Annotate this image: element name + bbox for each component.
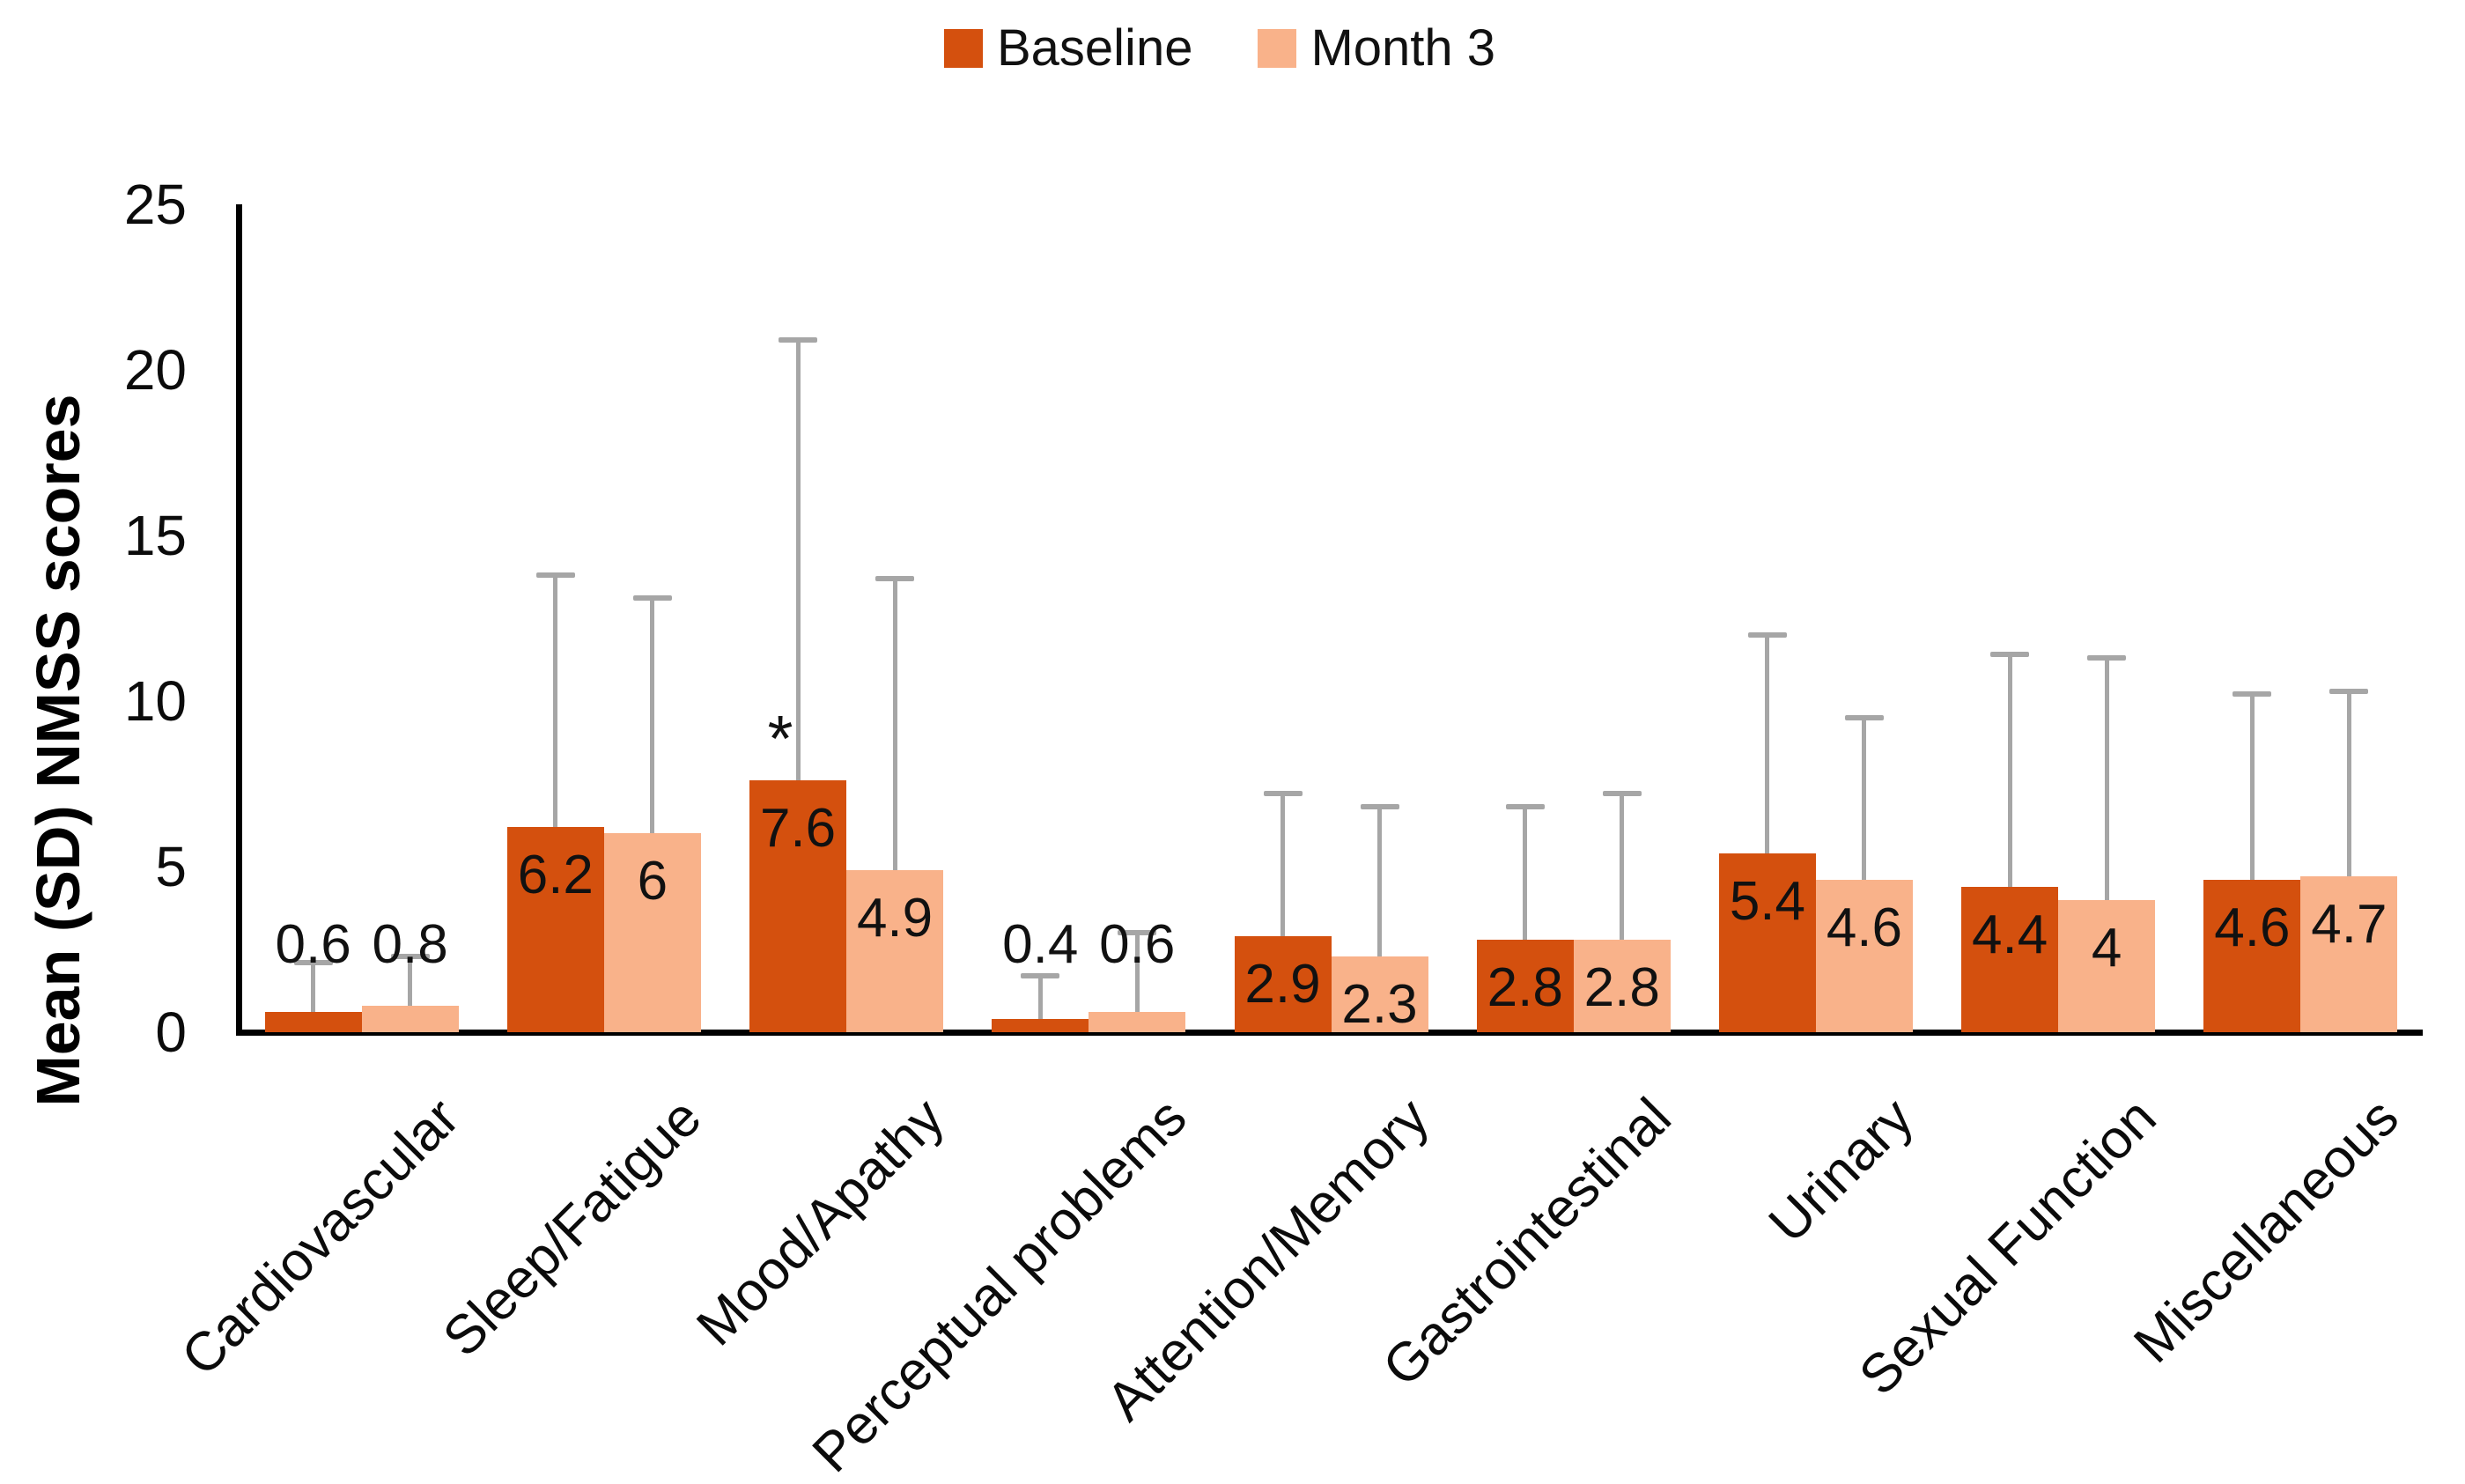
error-bar-cap xyxy=(1021,973,1060,979)
error-bar xyxy=(892,578,897,870)
error-bar xyxy=(1377,807,1382,956)
y-axis-title: Mean (SD) NMSS scores xyxy=(24,394,92,1107)
error-bar-cap xyxy=(875,575,915,581)
bar xyxy=(1331,956,1428,1032)
legend-label-baseline: Baseline xyxy=(996,19,1193,77)
value-label: 0.4 xyxy=(1002,914,1079,975)
error-bar-cap xyxy=(1263,791,1303,797)
y-tick-label: 10 xyxy=(123,669,187,733)
legend: Baseline Month 3 xyxy=(0,23,2439,74)
bar xyxy=(1234,935,1332,1032)
category-label: Miscellaneous xyxy=(2122,1087,2410,1375)
error-bar xyxy=(1620,794,1625,940)
value-label: 2.3 xyxy=(1341,973,1418,1035)
baseline-swatch-icon xyxy=(943,29,983,68)
category-label: Mood/Apathy xyxy=(684,1087,956,1358)
error-bar-cap xyxy=(535,572,575,579)
y-axis-line xyxy=(236,204,242,1036)
bar xyxy=(846,869,944,1032)
error-bar-cap xyxy=(1602,791,1642,797)
y-tick-label: 20 xyxy=(123,338,187,402)
error-bar-cap xyxy=(779,337,818,343)
error-bar xyxy=(1765,634,1770,853)
error-bar-cap xyxy=(632,595,672,602)
bar xyxy=(2058,899,2156,1032)
value-label: 4.4 xyxy=(1972,904,2048,965)
error-bar-cap xyxy=(1990,652,2030,658)
error-bar xyxy=(1862,717,1867,881)
bar xyxy=(1718,853,1816,1032)
y-tick-label: 15 xyxy=(123,504,187,567)
error-bar xyxy=(795,340,801,781)
value-label: 2.8 xyxy=(1487,956,1563,1018)
error-bar xyxy=(2007,654,2012,887)
category-label: Sleep/Fatigue xyxy=(432,1087,713,1369)
error-bar xyxy=(553,575,558,827)
error-bar xyxy=(1523,807,1528,940)
y-tick-label: 25 xyxy=(123,173,187,236)
value-label: 2.9 xyxy=(1244,953,1321,1015)
value-label: 4.6 xyxy=(2214,897,2291,959)
significance-asterisk: * xyxy=(767,702,793,776)
category-label: Urinary xyxy=(1757,1087,1925,1255)
bar xyxy=(1089,1012,1186,1032)
error-bar xyxy=(1037,976,1043,1019)
legend-item-month3: Month 3 xyxy=(1258,23,1495,74)
value-label: 4 xyxy=(2091,917,2122,978)
legend-label-month3: Month 3 xyxy=(1310,19,1496,77)
error-bar-cap xyxy=(1844,714,1884,720)
error-bar xyxy=(2346,690,2351,877)
value-label: 6 xyxy=(637,851,668,912)
bar xyxy=(506,826,604,1032)
bar xyxy=(1961,886,2059,1032)
value-label: 4.9 xyxy=(856,887,934,949)
bar xyxy=(1815,880,1913,1032)
value-label: 0.6 xyxy=(1099,914,1176,975)
error-bar xyxy=(311,963,316,1013)
value-label: 6.2 xyxy=(517,844,594,905)
value-label: 5.4 xyxy=(1729,870,1806,932)
month3-swatch-icon xyxy=(1258,29,1297,68)
error-bar-cap xyxy=(2233,691,2272,698)
category-label: Cardiovascular xyxy=(170,1087,471,1388)
error-bar xyxy=(2104,658,2109,900)
bar xyxy=(992,1018,1089,1032)
x-axis-line xyxy=(236,1030,2423,1036)
bar xyxy=(1573,939,1671,1032)
error-bar xyxy=(650,598,655,834)
bar xyxy=(603,833,701,1032)
value-label: 4.7 xyxy=(2311,894,2388,956)
value-label: 4.6 xyxy=(1826,897,1903,959)
error-bar xyxy=(408,956,413,1006)
bar xyxy=(749,780,847,1032)
value-label: 7.6 xyxy=(759,798,837,860)
error-bar-cap xyxy=(2087,655,2127,661)
error-bar-cap xyxy=(1360,804,1399,810)
error-bar-cap xyxy=(1505,804,1545,810)
error-bar-cap xyxy=(2329,688,2369,694)
bar xyxy=(2300,876,2398,1032)
bar xyxy=(2203,880,2301,1032)
y-tick-label: 0 xyxy=(155,1000,187,1064)
error-bar-cap xyxy=(293,960,333,966)
value-label: 0.8 xyxy=(372,914,448,975)
legend-item-baseline: Baseline xyxy=(943,19,1193,77)
bar xyxy=(361,1005,459,1032)
error-bar xyxy=(1280,794,1285,936)
error-bar-cap xyxy=(1747,631,1787,638)
value-label: 2.8 xyxy=(1583,956,1660,1018)
error-bar xyxy=(1134,933,1140,1013)
bar xyxy=(1476,939,1574,1032)
bar xyxy=(264,1012,362,1032)
y-tick-label: 5 xyxy=(155,835,187,898)
error-bar xyxy=(2249,694,2255,881)
value-label: 0.6 xyxy=(275,914,351,975)
error-bar-cap xyxy=(390,953,430,959)
error-bar-cap xyxy=(1118,930,1157,936)
